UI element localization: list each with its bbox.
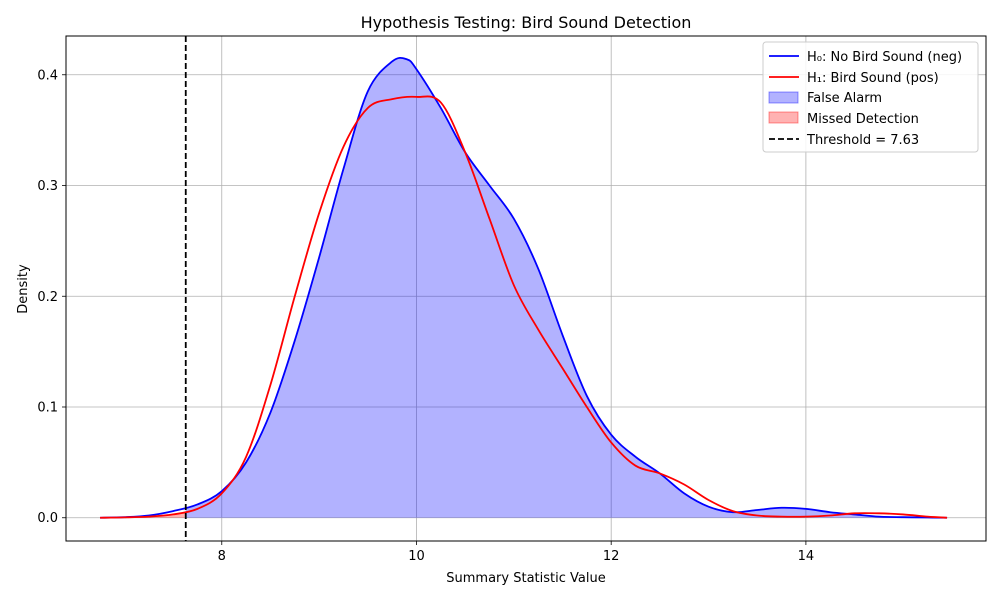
- line-layer: [100, 36, 948, 541]
- legend-swatch-missed-detection: [768, 111, 799, 124]
- h1-density-line: [100, 95, 948, 519]
- legend-label-false-alarm: False Alarm: [807, 91, 882, 106]
- h0-density-line: [100, 56, 948, 519]
- x-axis-label: Summary Statistic Value: [446, 571, 605, 586]
- legend-label-h0: H₀: No Bird Sound (neg): [807, 50, 962, 65]
- chart-title: Hypothesis Testing: Bird Sound Detection: [361, 13, 692, 32]
- legend-box: [762, 41, 979, 153]
- y-tick-label: 0.3: [37, 179, 58, 194]
- tick-layer: 8 10 12 14 0.0 0.1 0.2 0.3 0.4: [37, 68, 814, 564]
- y-tick-label: 0.0: [37, 511, 58, 526]
- legend: H₀: No Bird Sound (neg) H₁: Bird Sound (…: [762, 41, 979, 153]
- y-tick-label: 0.4: [37, 68, 58, 83]
- y-axis-label: Density: [16, 264, 31, 314]
- legend-label-threshold: Threshold = 7.63: [806, 133, 919, 148]
- x-tick-label: 8: [218, 549, 226, 564]
- plot-frame: [65, 35, 987, 542]
- legend-swatch-false-alarm: [768, 91, 799, 104]
- legend-label-missed-detection: Missed Detection: [807, 112, 919, 127]
- false-alarm-area: [185, 57, 948, 518]
- x-tick-label: 14: [798, 549, 815, 564]
- y-tick-label: 0.2: [37, 290, 58, 305]
- x-tick-label: 10: [408, 549, 425, 564]
- legend-label-h1: H₁: Bird Sound (pos): [807, 71, 939, 86]
- x-tick-label: 12: [603, 549, 620, 564]
- y-tick-label: 0.1: [37, 400, 58, 415]
